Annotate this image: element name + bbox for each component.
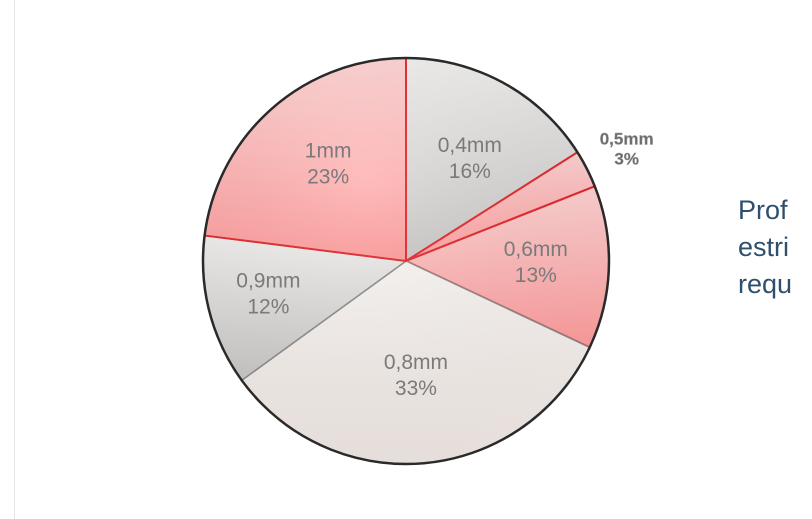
pie-slice-category-label: 1mm	[305, 140, 352, 163]
pie-outer-rim	[201, 56, 611, 466]
pie-slice-percent-label: 16%	[449, 160, 491, 183]
pie-slice-label: 0,9mm 12%	[236, 269, 300, 318]
pie-slice-label: 1mm 23%	[305, 140, 352, 189]
slide-left-border	[14, 0, 15, 519]
side-text-line-1: Prof	[738, 195, 788, 225]
pie-slice-percent-label: 12%	[247, 295, 289, 318]
pie-slice-category-label: 0,5mm	[600, 130, 654, 149]
side-text-block: Prof estri requ	[738, 192, 812, 303]
side-text-line-3: requ	[738, 269, 793, 299]
pie-slice-label: 0,6mm 13%	[504, 238, 568, 287]
pie-slice-label: 0,8mm 33%	[384, 351, 448, 400]
pie-slice-category-label: 0,6mm	[504, 238, 568, 261]
pie-slice-category-label: 0,8mm	[384, 351, 448, 374]
pie-slice-category-label: 0,4mm	[438, 134, 502, 157]
pie-slice-label: 0,4mm 16%	[438, 134, 502, 183]
pie-slice-label: 0,5mm 3%	[600, 130, 654, 169]
pie-slice-percent-label: 3%	[614, 150, 639, 169]
pie-slice-percent-label: 33%	[395, 377, 437, 400]
pie-slice-percent-label: 13%	[515, 264, 557, 287]
pie-slice-category-label: 0,9mm	[236, 269, 300, 292]
side-text-line-2: estri	[738, 232, 790, 262]
pie-slice-percent-label: 23%	[307, 166, 349, 189]
